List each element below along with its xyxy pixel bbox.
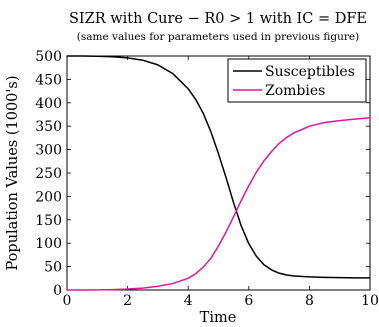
chart-subtitle: (same values for parameters used in prev…: [77, 31, 359, 43]
y-tick-label: 100: [35, 236, 62, 252]
y-tick-label: 50: [44, 260, 62, 276]
x-tick-label: 6: [244, 293, 253, 309]
x-tick-label: 2: [123, 293, 132, 309]
legend-box: [227, 58, 367, 103]
y-tick-label: 300: [35, 143, 62, 159]
series-lines: [66, 55, 371, 291]
legend-label-susceptibles: Susceptibles: [265, 64, 355, 80]
x-tick-label: 8: [305, 293, 314, 309]
x-axis-label: Time: [200, 310, 237, 326]
chart-title: SIZR with Cure − R0 > 1 with IC = DFE: [69, 11, 367, 27]
y-tick-label: 150: [35, 213, 62, 229]
y-tick-label: 350: [35, 119, 62, 135]
y-tick-label: 0: [53, 283, 62, 299]
x-tick-label: 0: [63, 293, 72, 309]
y-tick-label: 250: [35, 166, 62, 182]
legend-label-zombies: Zombies: [265, 83, 325, 99]
series-line-zombies: [66, 117, 371, 291]
x-tick-label: 4: [184, 293, 193, 309]
y-tick-label: 500: [35, 49, 62, 65]
y-tick-label: 400: [35, 96, 62, 112]
x-tick-label: 10: [361, 293, 379, 309]
series-line-susceptibles: [66, 55, 370, 279]
legend: Susceptibles Zombies: [227, 58, 367, 103]
y-tick-label: 450: [35, 72, 62, 88]
y-axis-label: Population Values (1000's): [5, 76, 21, 271]
y-axis: 0 50 100 150 200 250 300 350 400 450 500: [35, 49, 370, 299]
y-tick-label: 200: [35, 189, 62, 205]
